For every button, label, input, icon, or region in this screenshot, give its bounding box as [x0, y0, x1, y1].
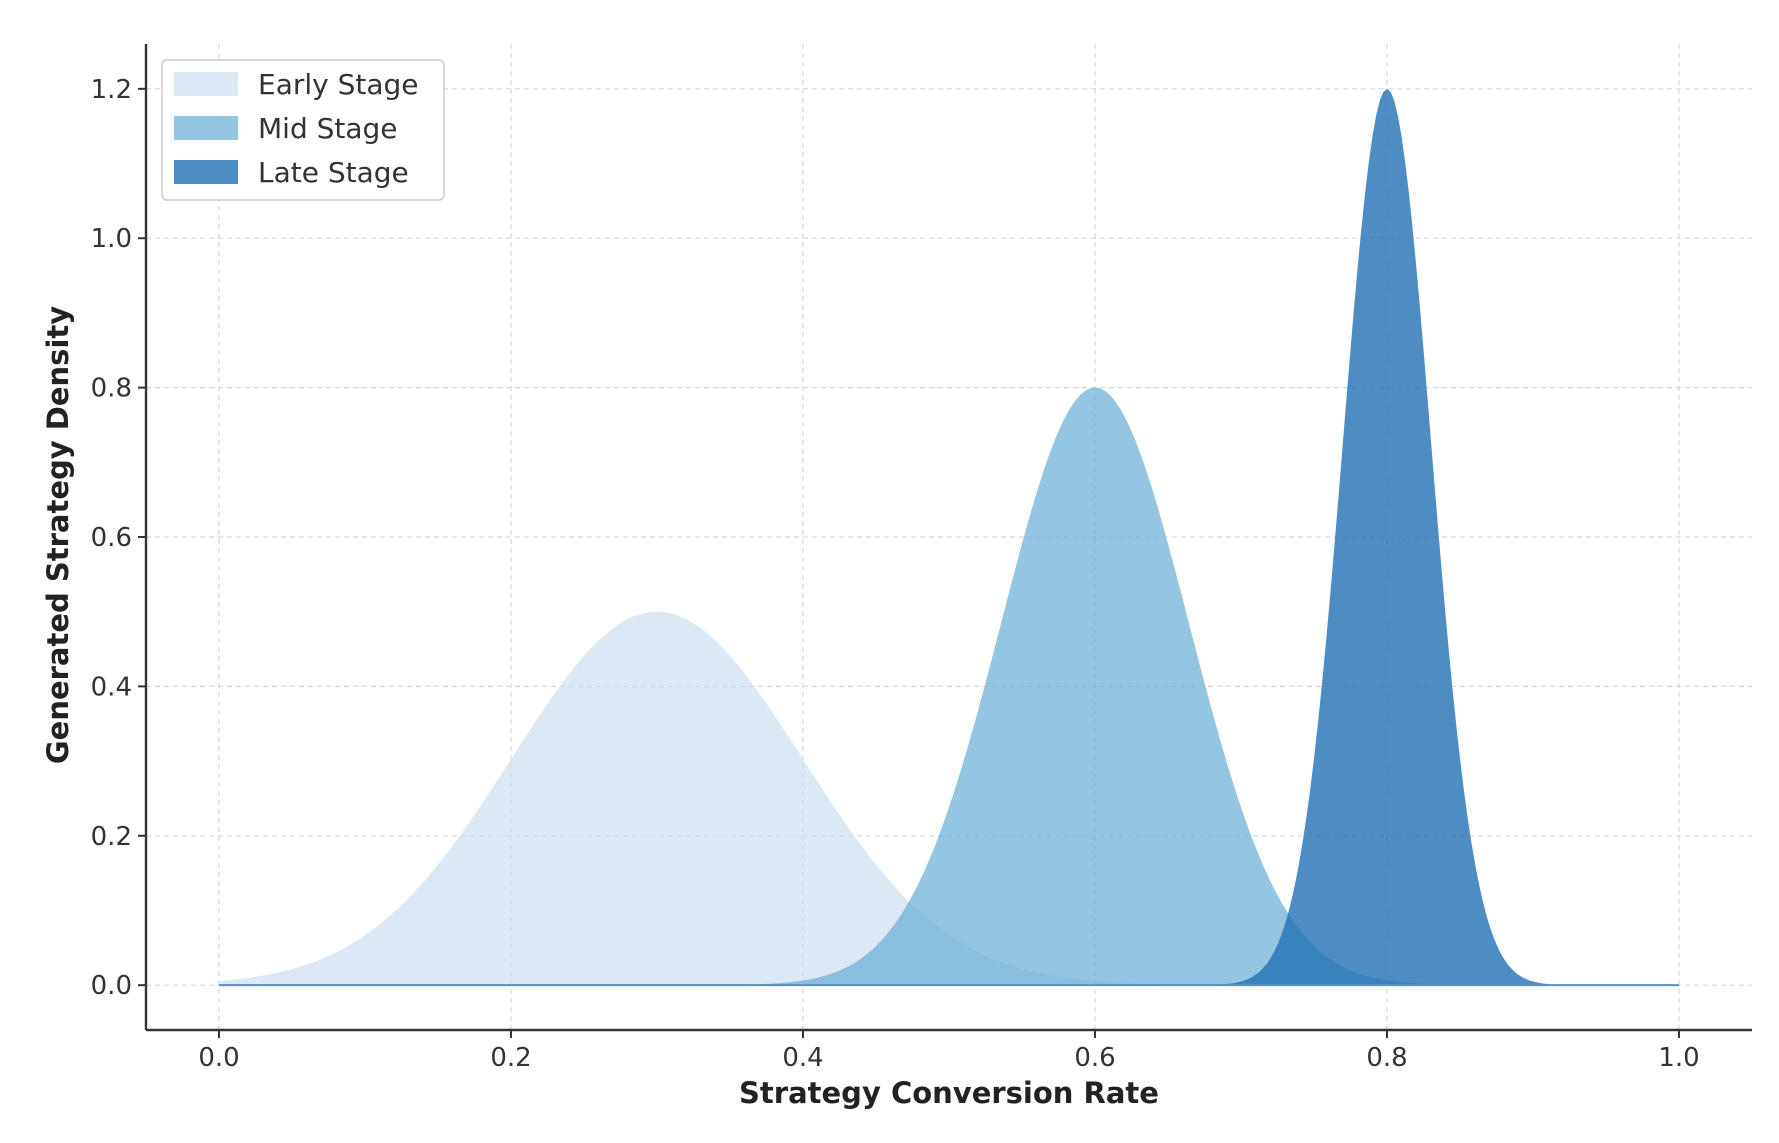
legend-label: Early Stage: [258, 68, 419, 101]
area-mid-stage: [219, 387, 1679, 986]
legend-swatch: [174, 160, 238, 184]
legend-label: Mid Stage: [258, 112, 398, 145]
x-axis-title: Strategy Conversion Rate: [739, 1076, 1159, 1110]
y-tick-label: 1.2: [91, 75, 132, 105]
legend-swatch: [174, 116, 238, 140]
y-axis-title: Generated Strategy Density: [41, 306, 75, 764]
x-tick-label: 0.8: [1366, 1043, 1407, 1073]
x-tick-label: 0.0: [198, 1043, 239, 1073]
y-tick-label: 0.6: [91, 523, 132, 553]
x-tick-label: 0.6: [1074, 1043, 1115, 1073]
y-tick-label: 0.8: [91, 374, 132, 404]
x-tick-label: 0.4: [782, 1043, 823, 1073]
legend-swatch: [174, 72, 238, 96]
y-tick-label: 0.4: [91, 672, 132, 702]
y-tick-label: 0.0: [91, 971, 132, 1001]
legend-label: Late Stage: [258, 156, 409, 189]
area-early-stage: [219, 611, 1679, 986]
tick-labels: 0.0 0.2 0.4 0.6 0.8 1.0 0.0 0.2 0.4 0.6 0.8 1.0 1.2: [91, 75, 1700, 1073]
legend: Early Stage Mid Stage Late Stage: [161, 59, 445, 201]
y-tick-label: 1.0: [91, 224, 132, 254]
density-areas: [219, 88, 1679, 987]
area-late-stage: [219, 88, 1679, 986]
x-tick-label: 0.2: [490, 1043, 531, 1073]
y-tick-label: 0.2: [91, 822, 132, 852]
x-tick-label: 1.0: [1658, 1043, 1699, 1073]
